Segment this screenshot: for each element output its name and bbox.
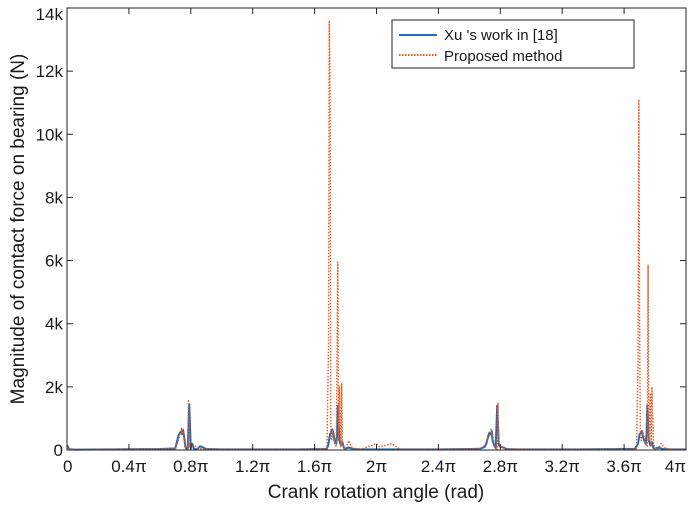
y-tick-label: 8k xyxy=(45,188,63,207)
x-tick-label: 4π xyxy=(665,457,686,476)
legend-label-xu: Xu 's work in [18] xyxy=(444,27,558,44)
y-tick-label: 10k xyxy=(36,125,64,144)
x-tick-label: 2.4π xyxy=(421,457,456,476)
y-tick-label: 14k xyxy=(36,5,64,24)
legend: Xu 's work in [18] Proposed method xyxy=(391,19,635,69)
x-tick-label: 3.6π xyxy=(606,457,641,476)
x-tick-label: 3.2π xyxy=(545,457,580,476)
legend-box xyxy=(391,19,635,69)
x-tick-label: 0.4π xyxy=(111,457,146,476)
x-tick-label: 2π xyxy=(366,457,387,476)
y-axis: 0 2k 4k 6k 8k 10k 12k 14k xyxy=(36,5,686,460)
x-tick-label: 1.6π xyxy=(297,457,332,476)
x-tick-label: 2.8π xyxy=(483,457,518,476)
x-axis-title: Crank rotation angle (rad) xyxy=(268,482,485,503)
series-line-proposed xyxy=(66,19,686,451)
plot-background xyxy=(67,8,686,450)
y-tick-label: 2k xyxy=(45,378,63,397)
series-layer xyxy=(66,19,686,451)
y-axis-title: Magnitude of contact force on bearing (N… xyxy=(8,54,29,405)
y-tick-label: 4k xyxy=(45,315,63,334)
y-tick-label: 12k xyxy=(36,62,64,81)
legend-label-proposed: Proposed method xyxy=(444,48,562,65)
y-tick-label: 0 xyxy=(54,441,63,460)
x-tick-label: 1.2π xyxy=(235,457,270,476)
x-tick-label: 0 xyxy=(63,457,72,476)
x-tick-label: 0.8π xyxy=(173,457,208,476)
x-axis: 0 0.4π 0.8π 1.2π 1.6π 2π 2.4π 2.8π 3.2π 3.6π 4π xyxy=(63,8,687,476)
y-tick-label: 6k xyxy=(45,252,63,271)
